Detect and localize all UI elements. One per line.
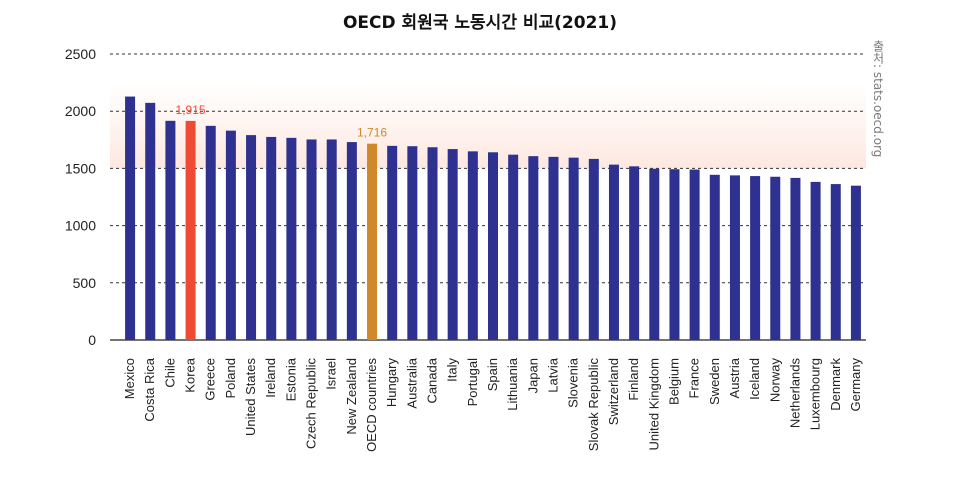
x-tick-label: OECD countries xyxy=(364,358,379,452)
bar xyxy=(185,120,196,340)
x-tick-label: Costa Rica xyxy=(142,357,157,421)
x-tick-label: Denmark xyxy=(828,358,843,411)
bar xyxy=(810,181,821,340)
bar xyxy=(649,168,660,340)
bar xyxy=(629,166,640,340)
bar xyxy=(447,149,458,340)
bar xyxy=(790,177,801,340)
x-tick-label: Greece xyxy=(203,358,218,401)
x-tick-label: Estonia xyxy=(283,357,298,401)
x-tick-label: United States xyxy=(243,358,258,437)
bar xyxy=(407,146,418,340)
data-label: 1,716 xyxy=(357,126,387,140)
y-tick-label: 2000 xyxy=(65,103,96,119)
y-tick-label: 0 xyxy=(88,332,96,348)
x-tick-label: Korea xyxy=(183,357,198,392)
bar xyxy=(669,169,680,340)
x-tick-label: Slovenia xyxy=(566,357,581,408)
x-tick-label: United Kingdom xyxy=(646,358,661,451)
bar xyxy=(467,151,478,340)
x-tick-label: Switzerland xyxy=(606,358,621,425)
bar xyxy=(427,147,438,340)
x-tick-label: Japan xyxy=(525,358,540,393)
x-tick-label: Poland xyxy=(223,358,238,398)
bar xyxy=(770,176,781,340)
x-tick-label: Luxembourg xyxy=(808,358,823,430)
bar xyxy=(709,174,720,340)
x-tick-label: Iceland xyxy=(747,358,762,400)
bar xyxy=(346,142,357,340)
x-tick-label: Czech Republic xyxy=(304,358,319,450)
x-tick-label: France xyxy=(687,358,702,398)
x-tick-label: Italy xyxy=(445,358,460,382)
bar xyxy=(608,164,619,340)
bar xyxy=(367,143,378,340)
x-tick-label: Ireland xyxy=(263,358,278,398)
source-note: 출처: stats.oecd.org xyxy=(871,40,885,158)
x-tick-label: Norway xyxy=(767,358,782,403)
y-tick-label: 2500 xyxy=(65,46,96,62)
bar xyxy=(528,156,539,340)
bar xyxy=(266,136,277,340)
x-tick-label: Chile xyxy=(162,358,177,388)
bar xyxy=(205,125,216,340)
bar xyxy=(165,120,176,340)
x-tick-label: Mexico xyxy=(122,358,137,399)
bar xyxy=(246,135,257,340)
x-tick-label: Spain xyxy=(485,358,500,391)
data-label: 1,915 xyxy=(176,103,206,117)
x-tick-label: Hungary xyxy=(384,358,399,408)
bar xyxy=(508,154,519,340)
x-tick-label: Lithuania xyxy=(505,357,520,411)
x-tick-label: Australia xyxy=(404,357,419,408)
x-tick-label: Netherlands xyxy=(787,358,802,429)
y-tick-label: 1000 xyxy=(65,218,96,234)
bar xyxy=(729,175,740,340)
x-tick-label: Israel xyxy=(324,358,339,390)
x-tick-label: Finland xyxy=(626,358,641,401)
x-tick-label: Belgium xyxy=(666,358,681,405)
x-tick-label: Slovak Republic xyxy=(586,358,601,452)
bar xyxy=(548,156,559,340)
chart-title: OECD 회원국 노동시간 비교(2021) xyxy=(342,13,618,33)
x-tick-label: Sweden xyxy=(707,358,722,405)
bar xyxy=(830,184,841,340)
bar xyxy=(750,176,761,340)
x-tick-label: Portugal xyxy=(465,358,480,407)
bar xyxy=(568,157,579,340)
y-tick-label: 500 xyxy=(73,275,97,291)
y-tick-label: 1500 xyxy=(65,160,96,176)
bar xyxy=(850,185,861,340)
x-tick-label: Austria xyxy=(727,357,742,398)
x-tick-label: Canada xyxy=(425,357,440,403)
bar xyxy=(326,139,337,340)
x-tick-label: New Zealand xyxy=(344,358,359,435)
bar xyxy=(387,145,398,340)
bar xyxy=(588,158,599,340)
bar xyxy=(306,139,317,340)
bar xyxy=(225,130,236,340)
x-tick-label: Germany xyxy=(848,358,863,412)
bar xyxy=(488,152,498,340)
bar xyxy=(689,169,700,340)
bar xyxy=(286,137,297,340)
x-tick-label: Latvia xyxy=(545,357,560,392)
bar xyxy=(125,96,136,341)
bar xyxy=(145,102,156,340)
